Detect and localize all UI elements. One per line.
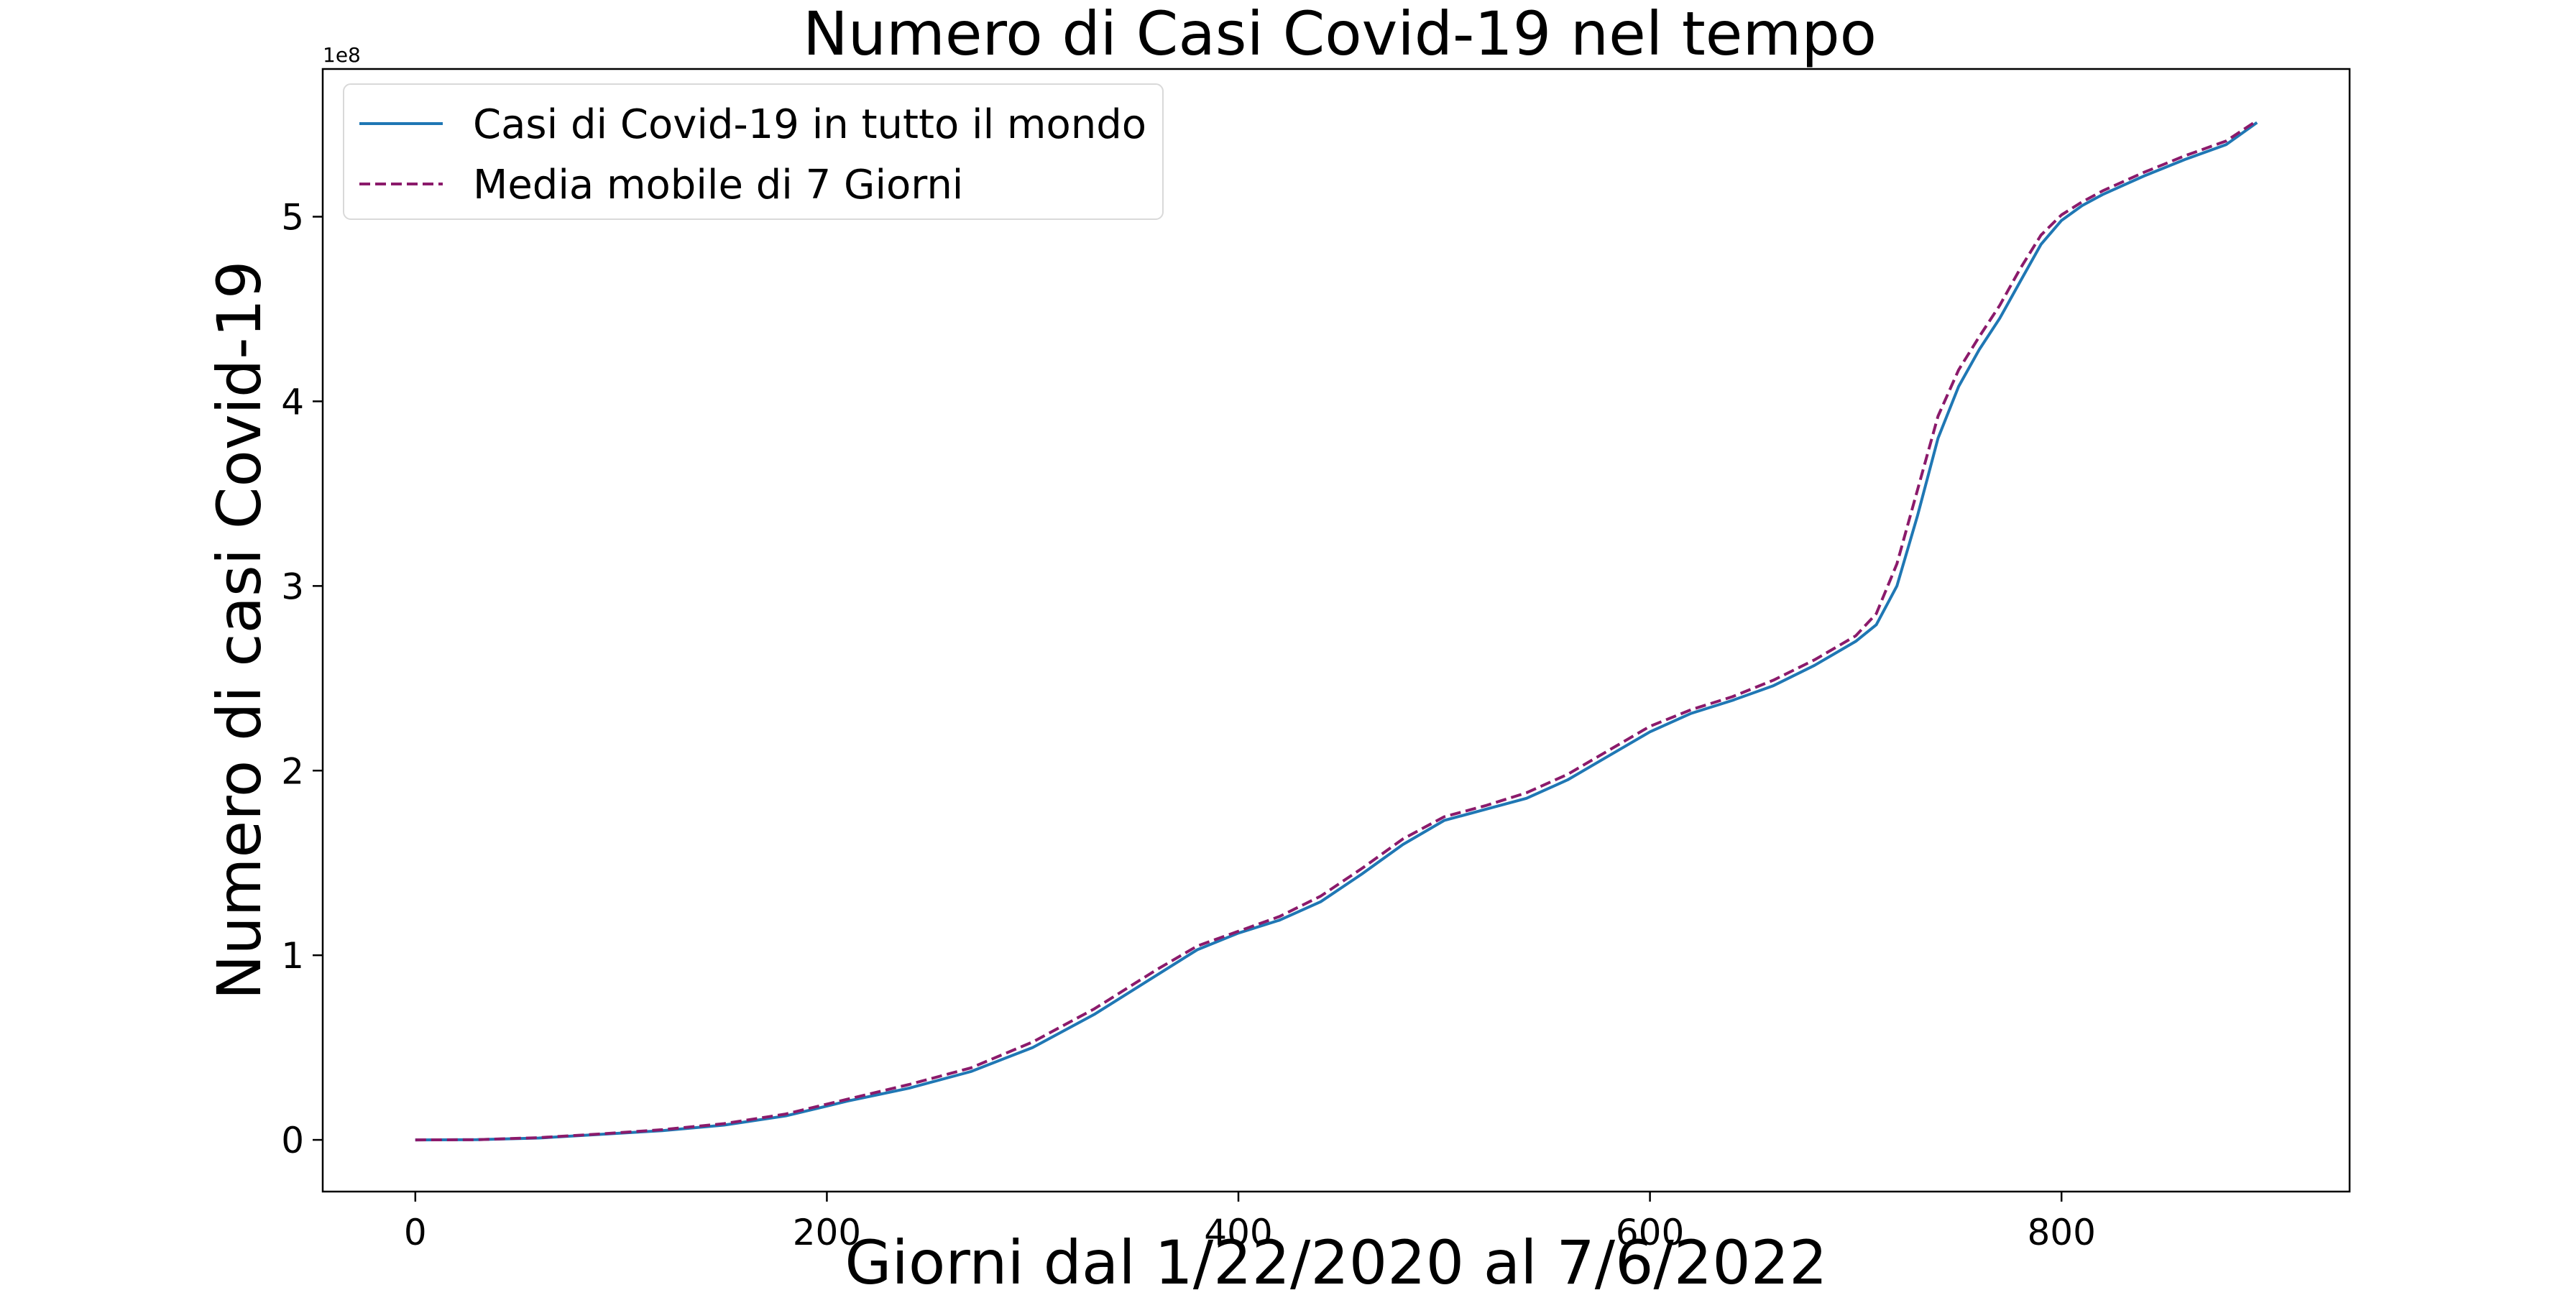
y-axis-ticks: 0 1 2 3 4 5 [281,197,323,1161]
series-layer [415,119,2258,1142]
x-axis-label: Giorni dal 1/22/2020 al 7/6/2022 [845,1228,1827,1298]
x-tick-label: 600 [1616,1212,1684,1253]
chart-title: Numero di Casi Covid-19 nel tempo [803,0,1877,69]
x-axis-ticks: 0 200 400 600 800 [404,1192,2096,1253]
series-line-1 [415,119,2258,1142]
legend-label-1: Media mobile di 7 Giorni [473,162,963,208]
x-tick-label: 200 [793,1212,861,1253]
y-axis-label: Numero di casi Covid-19 [204,261,275,1000]
y-tick-label: 0 [281,1120,304,1161]
x-tick-label: 0 [404,1212,427,1253]
y-tick-label: 2 [281,750,304,792]
plot-area: 0 200 400 600 800 0 1 2 3 4 5 [281,68,2351,1253]
y-tick-label: 5 [281,197,304,239]
y-tick-label: 1 [281,935,304,977]
legend-box [343,83,1164,220]
legend: Casi di Covid-19 in tutto il mondo Media… [343,83,1164,220]
y-axis-offset-label: 1e8 [323,43,361,67]
x-tick-label: 800 [2027,1212,2095,1253]
series-line-0 [415,121,2258,1142]
x-tick-label: 400 [1204,1212,1272,1253]
y-tick-label: 3 [281,566,304,607]
legend-label-0: Casi di Covid-19 in tutto il mondo [473,101,1146,148]
plot-frame [321,68,2351,1193]
y-tick-label: 4 [281,381,304,423]
